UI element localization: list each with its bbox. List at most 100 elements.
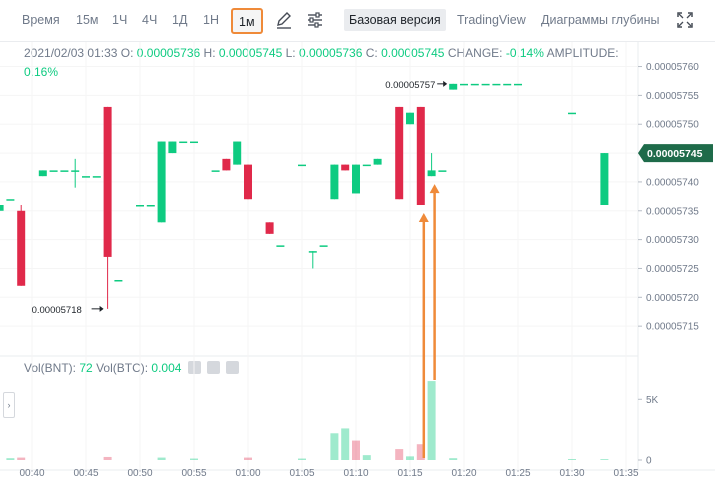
candle-up: [298, 164, 306, 167]
tradingview-tab[interactable]: TradingView: [457, 13, 526, 27]
volume-bar: [330, 433, 339, 460]
legend-low: 0.00005736: [298, 46, 363, 60]
pencil-icon[interactable]: [274, 10, 294, 30]
volume-bar: [17, 457, 26, 460]
candle-up: [492, 83, 501, 86]
current-price-tag: [638, 144, 713, 163]
candle-up: [146, 205, 155, 207]
interval-1h[interactable]: 1Ч: [112, 13, 128, 27]
candle-up: [427, 170, 436, 177]
candle-up: [0, 205, 4, 211]
gear-icon[interactable]: [207, 361, 221, 374]
candle-down: [395, 106, 404, 200]
interval-4h[interactable]: 4Ч: [142, 13, 158, 27]
candle-up: [352, 164, 360, 194]
time-tick-label: 01:20: [451, 468, 476, 479]
volume-bar: [157, 457, 166, 460]
highlight-arrow-right-head: [429, 184, 440, 194]
legend-change-label: CHANGE:: [447, 46, 503, 60]
candle-up: [319, 245, 328, 247]
candle-up: [82, 176, 90, 178]
high-price-annotation: 0.00005757: [385, 80, 435, 91]
price-tick-label: 0.00005715: [646, 322, 699, 333]
vol-bnt-label: Vol(BNT):: [24, 361, 77, 375]
time-tick-label: 01:10: [343, 468, 368, 479]
candle-up: [71, 170, 80, 172]
price-tick-label: 0.00005725: [646, 264, 699, 275]
sliders-icon[interactable]: [305, 10, 325, 30]
time-tick-label: 01:25: [505, 468, 530, 479]
low-price-annotation: 0.00005718: [32, 305, 82, 316]
volume-bar: [395, 449, 404, 460]
high-arrow-head: [443, 80, 448, 87]
legend-l-label: L:: [285, 46, 296, 60]
volume-legend: Vol(BNT): 72 Vol(BTC): 0.004: [24, 360, 240, 376]
volume-bar: [600, 459, 609, 460]
volume-bar: [6, 458, 15, 460]
interval-15m[interactable]: 15м: [76, 13, 99, 27]
sidebar-expand-tab[interactable]: ›: [3, 392, 15, 418]
time-label[interactable]: Время: [22, 13, 60, 27]
volume-tick-label: 5K: [646, 395, 659, 406]
price-tick-label: 0.00005730: [646, 235, 699, 246]
candle-up: [514, 83, 522, 86]
ohlc-legend: 2021/02/03 01:33 O: 0.00005736 H: 0.0000…: [24, 44, 634, 82]
close-icon[interactable]: [226, 361, 240, 374]
volume-bar: [298, 458, 306, 460]
candle-up: [308, 251, 317, 253]
interval-1d[interactable]: 1Д: [172, 13, 188, 27]
candle-up: [114, 280, 123, 282]
candle-up: [568, 112, 576, 115]
candle-up: [330, 164, 339, 200]
candle-up: [470, 83, 479, 86]
candle-down: [222, 158, 231, 171]
price-tick-label: 0.00005760: [646, 62, 699, 73]
candle-up: [157, 141, 166, 223]
volume-bar: [449, 458, 458, 460]
current-price-label: 0.00005745: [647, 148, 703, 160]
candle-down: [416, 106, 425, 205]
candle-up: [190, 141, 198, 144]
price-tick-label: 0.00005755: [646, 91, 699, 102]
time-tick-label: 01:35: [613, 468, 638, 479]
candle-up: [179, 141, 188, 144]
volume-tick-label: 0: [646, 456, 652, 467]
candle-up: [60, 170, 69, 172]
candle-up: [168, 141, 177, 154]
base-version-button[interactable]: Базовая версия: [344, 9, 446, 31]
interval-1w[interactable]: 1Н: [203, 13, 219, 27]
price-tick-label: 0.00005720: [646, 293, 699, 304]
fullscreen-icon[interactable]: [675, 10, 695, 30]
legend-amplitude: 0.16%: [24, 65, 59, 79]
legend-close: 0.00005745: [381, 46, 445, 60]
candle-up: [460, 83, 468, 86]
legend-change: -0.14%: [505, 46, 544, 60]
candle-up: [233, 141, 242, 165]
candle-up: [373, 158, 382, 165]
interval-1m-active[interactable]: 1м: [231, 8, 263, 34]
candle-up: [38, 170, 47, 177]
depth-charts-tab[interactable]: Диаграммы глубины: [541, 13, 660, 27]
candle-down: [341, 164, 350, 171]
candle-down: [103, 106, 112, 257]
candle-up: [503, 83, 512, 86]
candle-up: [211, 170, 220, 172]
time-tick-label: 01:00: [235, 468, 260, 479]
candle-down: [17, 210, 26, 286]
legend-datetime: 2021/02/03 01:33: [24, 46, 118, 60]
legend-open: 0.00005736: [136, 46, 201, 60]
candle-up: [438, 170, 447, 172]
time-tick-label: 01:05: [289, 468, 314, 479]
legend-h-label: H:: [203, 46, 216, 60]
price-tick-label: 0.00005735: [646, 206, 699, 217]
time-tick-label: 00:55: [181, 468, 206, 479]
candle-up: [481, 83, 490, 86]
candle-up: [362, 164, 371, 167]
vol-btc-value: 0.004: [151, 361, 182, 375]
highlight-arrow-left-head: [418, 213, 429, 222]
price-tick-label: 0.00005740: [646, 177, 699, 188]
candle-up: [406, 112, 414, 125]
time-tick-label: 00:45: [73, 468, 98, 479]
candle-up: [136, 205, 144, 207]
